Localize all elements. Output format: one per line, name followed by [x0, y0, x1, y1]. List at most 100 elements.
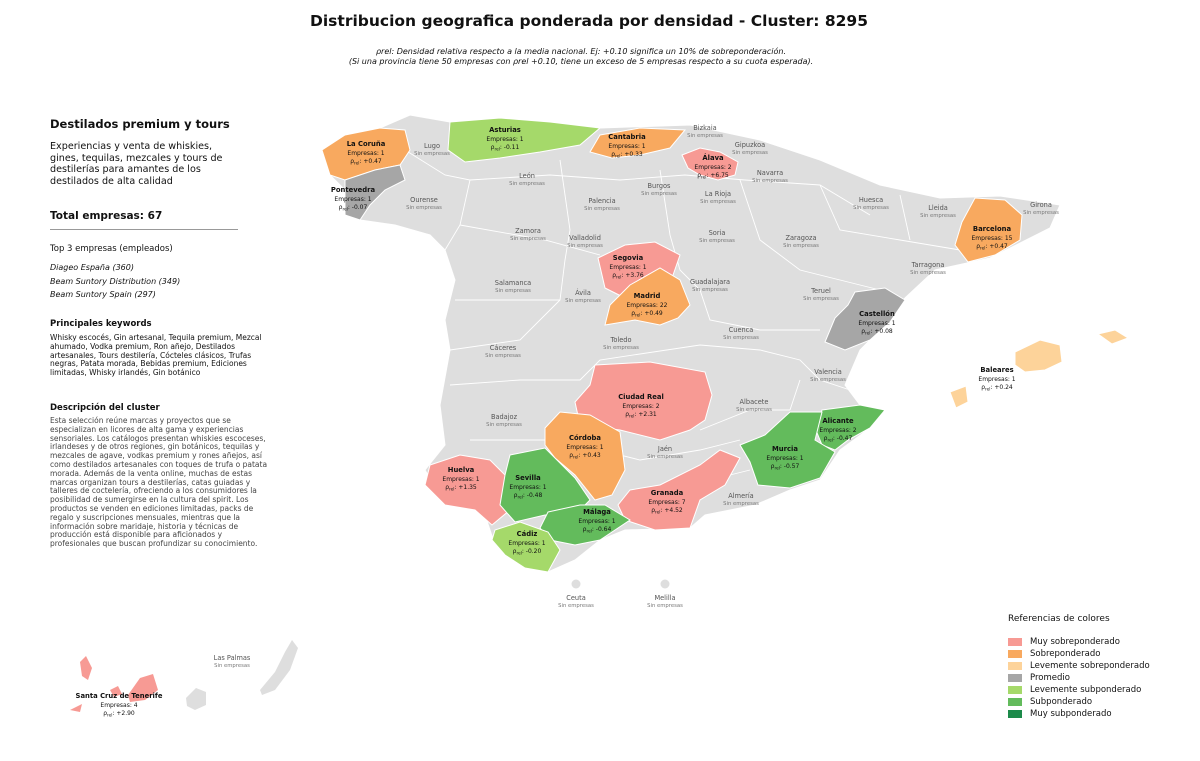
no-companies-label: Sin empresas	[699, 238, 735, 244]
rho-value-label: ρrel: +1.35	[445, 484, 477, 492]
company-count-label: Empresas: 4	[100, 702, 137, 709]
province-name-label: Ceuta	[566, 594, 585, 602]
province-name-label: Cáceres	[490, 344, 517, 352]
company-count-label: Empresas: 1	[608, 143, 645, 150]
province-name-label: Castellón	[859, 310, 895, 318]
province-name-label: Córdoba	[569, 434, 601, 442]
panel-separator	[50, 229, 238, 230]
province-name-label: Albacete	[740, 398, 769, 406]
legend-label: Subponderado	[1030, 697, 1093, 707]
no-companies-label: Sin empresas	[485, 353, 521, 359]
province-ciudad-real[interactable]	[574, 361, 713, 441]
province-barcelona[interactable]	[954, 197, 1023, 263]
legend-item: Promedio	[1008, 672, 1150, 684]
province-name-label: Cantabria	[608, 133, 646, 141]
no-companies-label: Sin empresas	[803, 296, 839, 302]
legend-swatch	[1008, 686, 1022, 694]
company-count-label: Empresas: 1	[347, 150, 384, 157]
description-text: Esta selección reúne marcas y proyectos …	[50, 416, 268, 549]
no-companies-label: Sin empresas	[853, 205, 889, 211]
province-castellon[interactable]	[824, 287, 906, 351]
legend-label: Muy sobreponderado	[1030, 637, 1120, 647]
no-companies-label: Sin empresas	[723, 335, 759, 341]
province-name-label: Las Palmas	[214, 654, 251, 662]
province-baleares-ibiza[interactable]	[949, 385, 969, 409]
total-companies: Total empresas: 67	[50, 210, 163, 222]
company-count-label: Empresas: 7	[648, 499, 685, 506]
province-name-label: Guadalajara	[690, 278, 730, 286]
no-companies-label: Sin empresas	[603, 345, 639, 351]
legend-title: Referencias de colores	[1008, 614, 1110, 624]
keywords-heading: Principales keywords	[50, 319, 152, 329]
legend-item: Muy subponderado	[1008, 708, 1150, 720]
company-count-label: Empresas: 1	[566, 444, 603, 451]
subtitle-line-2: (Si una provincia tiene 50 empresas con …	[348, 57, 814, 66]
province-alicante[interactable]	[814, 404, 886, 451]
rho-value-label: ρrel: +0.33	[611, 151, 643, 159]
province-alava[interactable]	[681, 147, 739, 181]
canarias-la-palma[interactable]	[80, 656, 92, 680]
province-name-label: Salamanca	[495, 279, 531, 287]
subtitle-line-1: ρrel: Densidad relativa respecto a la me…	[375, 47, 787, 56]
province-name-label: Ciudad Real	[618, 393, 664, 401]
company-count-label: Empresas: 2	[819, 427, 856, 434]
keywords-text: Whisky escocés, Gin artesanal, Tequila p…	[50, 333, 262, 378]
province-cordoba[interactable]	[544, 411, 626, 501]
category-description: Experiencias y venta de whiskies, gines,…	[50, 141, 223, 187]
canarias-hierro[interactable]	[70, 704, 82, 712]
province-name-label: Huesca	[859, 196, 883, 204]
province-cadiz[interactable]	[491, 521, 561, 573]
category-title: Destilados premium y tours	[50, 117, 230, 131]
rho-value-label: ρrel: +4.52	[651, 507, 683, 515]
province-name-label: Melilla	[654, 594, 675, 602]
rho-value-label: ρrel: +0.47	[350, 158, 382, 166]
legend-swatch	[1008, 662, 1022, 670]
rho-value-label: ρrel: +2.31	[625, 411, 657, 419]
no-companies-label: Sin empresas	[509, 181, 545, 187]
rho-value-label: ρrel: +6.75	[697, 172, 729, 180]
province-name-label: Gipuzkoa	[735, 141, 765, 149]
rho-value-label: ρrel: +0.43	[569, 452, 601, 460]
no-companies-label: Sin empresas	[558, 603, 594, 609]
legend-item: Muy sobreponderado	[1008, 636, 1150, 648]
province-madrid[interactable]	[604, 267, 691, 326]
canarias-tenerife[interactable]	[128, 674, 158, 702]
company-count-label: Empresas: 1	[578, 518, 615, 525]
province-baleares-menorca[interactable]	[1096, 329, 1130, 345]
rho-value-label: ρrel: +0.08	[861, 328, 893, 336]
no-companies-label: Sin empresas	[414, 151, 450, 157]
province-name-label: Granada	[651, 489, 684, 497]
province-huelva[interactable]	[424, 454, 511, 526]
province-baleares-mallorca[interactable]	[1014, 339, 1063, 373]
description-heading: Descripción del cluster	[50, 403, 160, 413]
company-count-label: Empresas: 2	[622, 403, 659, 410]
province-name-label: Pontevedra	[331, 186, 376, 194]
canarias-las-palmas	[260, 640, 298, 695]
province-cantabria[interactable]	[589, 127, 687, 159]
province-name-label: Zaragoza	[785, 234, 816, 242]
rho-value-label: ρrel: +2.90	[103, 710, 135, 718]
province-name-label: Navarra	[757, 169, 783, 177]
rho-value-label: ρrel: +0.47	[976, 243, 1008, 251]
province-name-label: Almería	[728, 492, 753, 500]
no-companies-label: Sin empresas	[700, 199, 736, 205]
company-count-label: Empresas: 15	[972, 235, 1013, 242]
province-murcia[interactable]	[739, 411, 836, 489]
province-name-label: Valladolid	[569, 234, 601, 242]
company-count-label: Empresas: 1	[509, 484, 546, 491]
rho-value-label: ρrel: +0.49	[631, 310, 663, 318]
province-name-label: Teruel	[810, 287, 831, 295]
province-asturias[interactable]	[447, 117, 602, 163]
province-name-label: Ávila	[575, 288, 591, 297]
legend-item: Sobreponderado	[1008, 648, 1150, 660]
province-name-label: Baleares	[980, 366, 1013, 374]
province-pontevedra[interactable]	[344, 164, 406, 221]
melilla-shape	[660, 579, 670, 589]
company-count-label: Empresas: 1	[766, 455, 803, 462]
canarias-gomera[interactable]	[110, 686, 122, 697]
province-name-label: Girona	[1030, 201, 1052, 209]
province-name-label: Zamora	[515, 227, 541, 235]
rho-value-label: ρrel: -0.48	[514, 492, 543, 500]
province-name-label: Tarragona	[911, 261, 945, 269]
legend-swatch	[1008, 638, 1022, 646]
